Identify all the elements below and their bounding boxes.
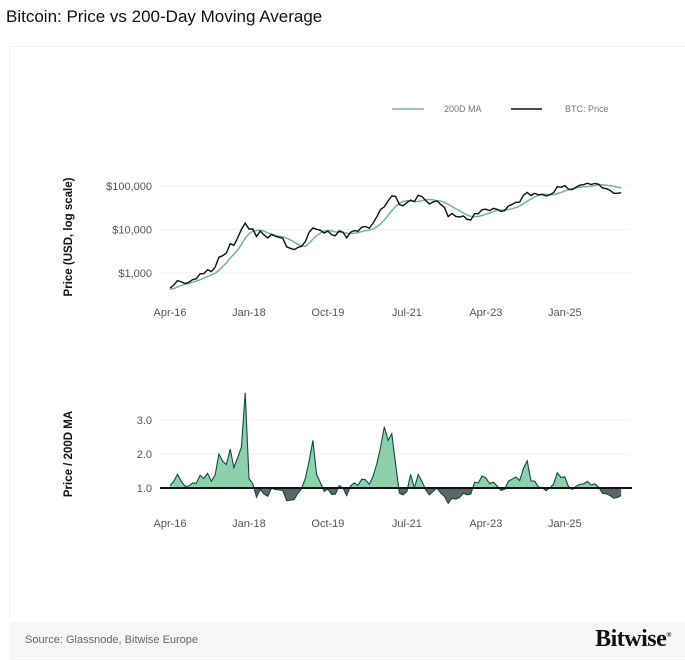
price-x-tick-label: Jan-25 xyxy=(548,307,582,319)
legend-ma-label: 200D MA xyxy=(444,104,482,114)
page-title: Bitcoin: Price vs 200-Day Moving Average xyxy=(6,7,323,26)
ratio-x-tick-label: Apr-16 xyxy=(153,518,186,530)
price-y-tick-label: $1,000 xyxy=(118,268,152,280)
ratio-x-tick-label: Apr-23 xyxy=(469,518,502,530)
price-x-tick-label: Oct-19 xyxy=(311,307,344,319)
price-y-axis-label: Price (USD, log scale) xyxy=(63,177,75,296)
source-note: Source: Glassnode, Bitwise Europe xyxy=(25,634,199,646)
bitwise-logo: Bitwise® xyxy=(595,626,671,652)
legend: 200D MA BTC: Price xyxy=(392,104,609,114)
price-x-tick-label: Apr-23 xyxy=(469,307,502,319)
ratio-x-tick-label: Oct-19 xyxy=(311,518,344,530)
ratio-line xyxy=(169,392,622,505)
ratio-x-tick-label: Jan-18 xyxy=(232,518,266,530)
ratio-y-tick-label: 2.0 xyxy=(137,449,152,461)
ratio-area-above xyxy=(170,392,622,488)
price-y-tick-label: $100,000 xyxy=(106,181,152,193)
logo-text: Bitwise xyxy=(595,626,667,652)
ratio-y-tick-label: 1.0 xyxy=(137,483,152,495)
ratio-y-tick-label: 3.0 xyxy=(137,415,152,427)
ratio-x-tick-label: Jan-25 xyxy=(548,518,582,530)
legend-price-label: BTC: Price xyxy=(565,104,609,114)
ratio-x-tick-label: Jul-21 xyxy=(392,518,422,530)
price-x-tick-label: Jan-18 xyxy=(232,307,266,319)
price-line xyxy=(169,182,622,289)
ratio-y-axis-label: Price / 200D MA xyxy=(63,411,75,497)
price-y-tick-label: $10,000 xyxy=(112,225,152,237)
price-x-tick-label: Jul-21 xyxy=(392,307,422,319)
price-x-tick-label: Apr-16 xyxy=(153,307,186,319)
footer: Source: Glassnode, Bitwise Europe Bitwis… xyxy=(9,622,685,658)
ma-line xyxy=(169,183,622,291)
